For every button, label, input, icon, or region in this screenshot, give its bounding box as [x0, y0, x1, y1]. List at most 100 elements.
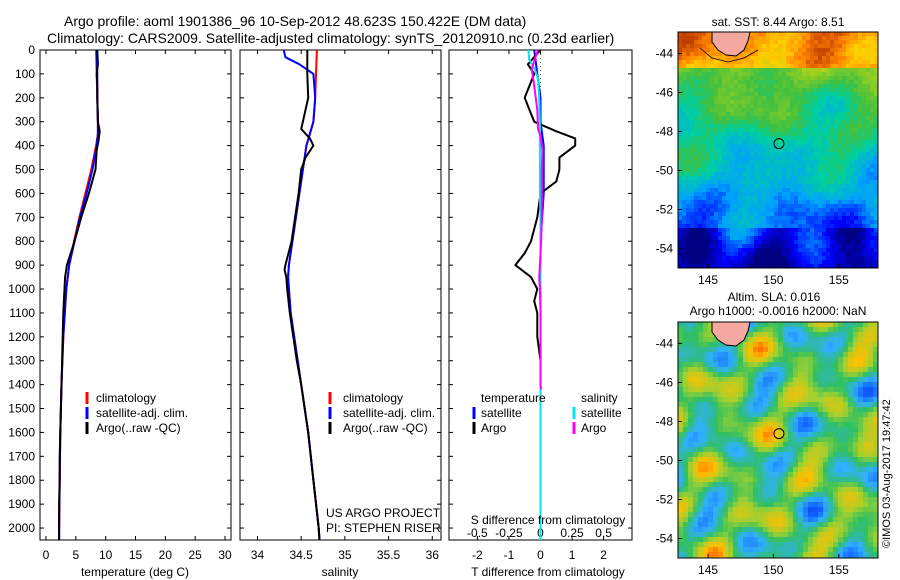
heatmap-cell	[746, 88, 751, 93]
heatmap-cell	[834, 144, 839, 149]
heatmap-cell	[793, 482, 799, 488]
heatmap-cell	[842, 256, 847, 261]
heatmap-cell	[818, 200, 823, 205]
heatmap-cell	[794, 212, 799, 217]
heatmap-cell	[870, 160, 875, 165]
heatmap-cell	[874, 204, 878, 209]
heatmap-cell	[753, 492, 759, 498]
heatmap-cell	[833, 387, 839, 393]
heatmap-cell	[683, 482, 689, 488]
heatmap-cell	[838, 128, 843, 133]
heatmap-cell	[690, 108, 695, 113]
heatmap-cell	[758, 148, 763, 153]
heatmap-cell	[862, 160, 867, 165]
heatmap-cell	[846, 56, 851, 61]
heatmap-cell	[706, 52, 711, 57]
heatmap-cell	[734, 88, 739, 93]
heatmap-cell	[688, 487, 694, 493]
heatmap-cell	[686, 136, 691, 141]
heatmap-cell	[728, 442, 734, 448]
heatmap-cell	[734, 212, 739, 217]
heatmap-cell	[858, 180, 863, 185]
heatmap-cell	[862, 220, 867, 225]
heatmap-cell	[802, 128, 807, 133]
heatmap-cell	[698, 188, 703, 193]
heatmap-cell	[798, 452, 804, 458]
heatmap-cell	[742, 88, 747, 93]
heatmap-cell	[870, 116, 875, 121]
heatmap-cell	[702, 192, 707, 197]
heatmap-cell	[870, 220, 875, 225]
heatmap-cell	[738, 188, 743, 193]
heatmap-cell	[698, 322, 704, 328]
heatmap-cell	[810, 108, 815, 113]
heatmap-cell	[758, 188, 763, 193]
heatmap-cell	[838, 156, 843, 161]
heatmap-cell	[733, 442, 739, 448]
heatmap-cell	[848, 397, 854, 403]
heatmap-cell	[714, 80, 719, 85]
heatmap-cell	[858, 92, 863, 97]
heatmap-cell	[808, 372, 814, 378]
heatmap-cell	[863, 477, 869, 483]
heatmap-cell	[813, 367, 819, 373]
heatmap-cell	[706, 136, 711, 141]
heatmap-cell	[678, 124, 683, 129]
heatmap-cell	[738, 387, 744, 393]
heatmap-cell	[810, 160, 815, 165]
heatmap-cell	[690, 148, 695, 153]
heatmap-cell	[758, 168, 763, 173]
heatmap-cell	[823, 407, 829, 413]
heatmap-cell	[774, 232, 779, 237]
heatmap-cell	[678, 72, 683, 77]
heatmap-cell	[814, 168, 819, 173]
heatmap-cell	[782, 104, 787, 109]
heatmap-cell	[854, 136, 859, 141]
heatmap-cell	[848, 482, 854, 488]
heatmap-cell	[768, 537, 774, 543]
heatmap-cell	[798, 412, 804, 418]
heatmap-cell	[758, 220, 763, 225]
heatmap-cell	[748, 492, 754, 498]
heatmap-cell	[698, 417, 704, 423]
heatmap-cell	[873, 347, 878, 353]
heatmap-cell	[843, 502, 849, 508]
heatmap-cell	[698, 124, 703, 129]
heatmap-cell	[678, 397, 684, 403]
heatmap-cell	[678, 437, 684, 443]
heatmap-cell	[842, 264, 847, 268]
heatmap-cell	[810, 44, 815, 49]
legend-label-argo: Argo(..raw -QC)	[96, 421, 181, 435]
heatmap-cell	[813, 482, 819, 488]
heatmap-cell	[783, 327, 789, 333]
heatmap-cell	[773, 367, 779, 373]
heatmap-cell	[853, 357, 859, 363]
heatmap-cell	[858, 96, 863, 101]
heatmap-cell	[866, 108, 871, 113]
heatmap-cell	[858, 517, 864, 523]
heatmap-cell	[686, 180, 691, 185]
heatmap-cell	[682, 76, 687, 81]
heatmap-cell	[814, 200, 819, 205]
heatmap-cell	[788, 347, 794, 353]
heatmap-cell	[798, 144, 803, 149]
heatmap-cell	[702, 144, 707, 149]
heatmap-cell	[830, 56, 835, 61]
heatmap-cell	[678, 80, 683, 85]
heatmap-cell	[846, 148, 851, 153]
heatmap-cell	[833, 402, 839, 408]
heatmap-cell	[854, 164, 859, 169]
heatmap-cell	[822, 36, 827, 41]
heatmap-cell	[733, 462, 739, 468]
heatmap-cell	[726, 140, 731, 145]
heatmap-cell	[742, 128, 747, 133]
heatmap-cell	[750, 252, 755, 257]
heatmap-cell	[698, 352, 704, 358]
heatmap-cell	[686, 52, 691, 57]
heatmap-cell	[726, 192, 731, 197]
heatmap-cell	[698, 100, 703, 105]
heatmap-cell	[726, 100, 731, 105]
heatmap-cell	[686, 100, 691, 105]
heatmap-cell	[848, 322, 854, 328]
heatmap-cell	[842, 124, 847, 129]
